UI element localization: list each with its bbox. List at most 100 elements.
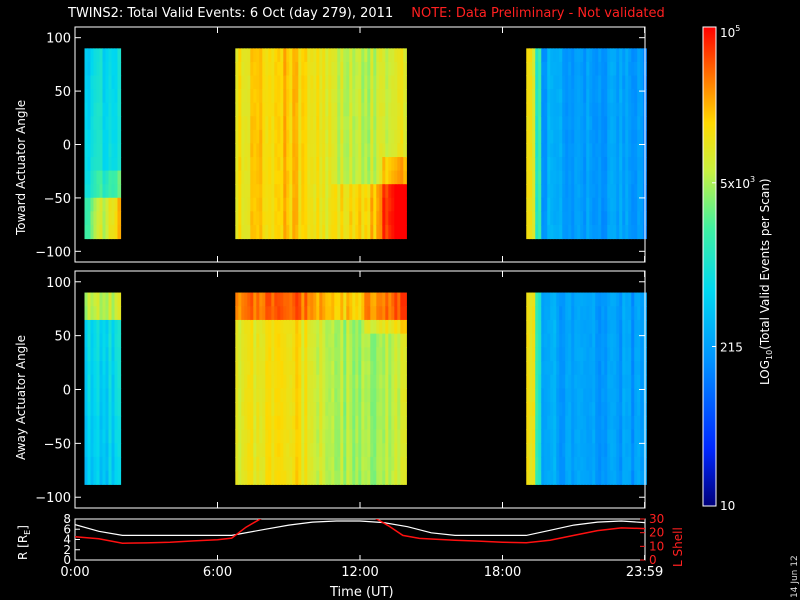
- data-cell: [117, 129, 122, 145]
- data-cell: [349, 361, 353, 376]
- data-cell: [244, 89, 248, 104]
- data-cell: [310, 347, 314, 362]
- data-cell: [337, 102, 341, 117]
- data-cell: [298, 319, 302, 335]
- data-cell: [640, 61, 644, 77]
- data-cell: [601, 157, 605, 172]
- data-cell: [271, 333, 275, 348]
- data-cell: [562, 456, 566, 472]
- data-cell: [382, 184, 386, 199]
- data-cell: [586, 143, 590, 158]
- y-tick-label: −50: [44, 192, 71, 207]
- data-cell: [565, 374, 569, 390]
- data-cell: [376, 75, 380, 90]
- data-cell: [325, 443, 329, 458]
- data-cell: [556, 61, 560, 77]
- data-cell: [298, 347, 302, 362]
- data-cell: [253, 211, 257, 226]
- data-cell: [595, 374, 599, 390]
- data-cell: [253, 75, 257, 90]
- data-cell: [631, 48, 635, 63]
- data-cell: [403, 361, 407, 376]
- data-cell: [307, 61, 311, 77]
- data-cell: [331, 129, 335, 145]
- data-cell: [607, 415, 611, 431]
- data-cell: [604, 402, 608, 417]
- data-cell: [625, 129, 629, 145]
- data-cell: [580, 429, 584, 444]
- data-cell: [262, 224, 266, 240]
- data-cell: [241, 347, 245, 362]
- data-cell: [640, 374, 644, 390]
- data-cell: [568, 443, 572, 458]
- data-cell: [277, 61, 281, 77]
- data-cell: [607, 333, 611, 348]
- data-cell: [343, 429, 347, 444]
- data-cell: [637, 170, 641, 185]
- data-cell: [111, 75, 116, 90]
- data-cell: [394, 184, 398, 199]
- data-cell: [105, 333, 110, 348]
- data-cell: [634, 456, 638, 472]
- data-cell: [319, 143, 323, 158]
- data-cell: [271, 319, 275, 335]
- data-cell: [382, 388, 386, 403]
- data-cell: [337, 143, 341, 158]
- data-cell: [637, 374, 641, 390]
- data-block: [235, 292, 407, 485]
- data-cell: [589, 361, 593, 376]
- data-cell: [553, 197, 557, 212]
- data-cell: [562, 116, 566, 131]
- data-cell: [274, 388, 278, 403]
- data-cell: [532, 402, 536, 417]
- data-cell: [538, 170, 542, 185]
- data-cell: [571, 170, 575, 185]
- data-cell: [607, 129, 611, 145]
- data-cell: [331, 443, 335, 458]
- data-cell: [99, 402, 104, 417]
- data-cell: [355, 374, 359, 390]
- data-cell: [352, 170, 356, 185]
- data-cell: [562, 402, 566, 417]
- data-cell: [358, 415, 362, 431]
- data-cell: [262, 48, 266, 63]
- data-cell: [316, 129, 320, 145]
- data-cell: [397, 184, 401, 199]
- data-cell: [90, 333, 95, 348]
- data-cell: [319, 470, 323, 485]
- data-cell: [292, 361, 296, 376]
- data-cell: [391, 319, 395, 335]
- data-cell: [111, 319, 116, 335]
- data-cell: [114, 129, 119, 145]
- data-cell: [565, 347, 569, 362]
- data-cell: [307, 75, 311, 90]
- data-cell: [583, 102, 587, 117]
- data-cell: [346, 333, 350, 348]
- data-cell: [592, 374, 596, 390]
- data-cell: [400, 292, 404, 307]
- data-cell: [235, 429, 239, 444]
- data-cell: [286, 61, 290, 77]
- data-cell: [256, 224, 260, 240]
- data-cell: [631, 319, 635, 335]
- data-cell: [532, 102, 536, 117]
- data-cell: [592, 470, 596, 485]
- data-cell: [589, 306, 593, 321]
- data-cell: [535, 197, 539, 212]
- data-cell: [355, 75, 359, 90]
- data-cell: [394, 443, 398, 458]
- data-cell: [628, 224, 632, 240]
- data-cell: [538, 415, 542, 431]
- data-cell: [370, 157, 374, 172]
- data-cell: [84, 102, 89, 117]
- data-cell: [400, 470, 404, 485]
- data-cell: [379, 129, 383, 145]
- data-cell: [307, 443, 311, 458]
- data-cell: [634, 157, 638, 172]
- data-cell: [280, 48, 284, 63]
- data-cell: [367, 61, 371, 77]
- data-cell: [262, 157, 266, 172]
- data-cell: [583, 224, 587, 240]
- data-cell: [526, 333, 530, 348]
- data-cell: [610, 470, 614, 485]
